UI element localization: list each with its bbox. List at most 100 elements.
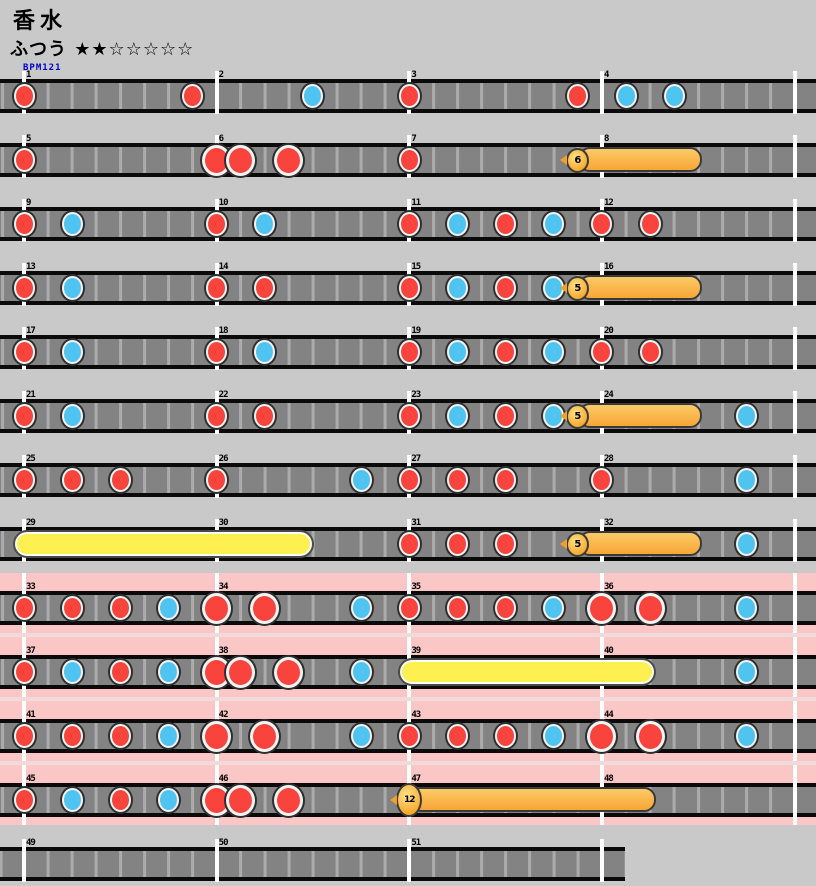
ka-note	[663, 84, 685, 108]
lane-bottom-border	[0, 877, 625, 881]
bpm-label: BPM121	[23, 63, 62, 73]
measure-number: 19	[411, 326, 421, 336]
ka-note	[446, 276, 468, 300]
measure-line	[792, 71, 797, 114]
balloon-note: 12	[390, 783, 423, 817]
measure-line	[214, 71, 219, 114]
measure-line	[792, 391, 797, 434]
big-don-note	[274, 656, 304, 688]
big-don-note	[202, 656, 232, 688]
don-note	[495, 724, 517, 748]
don-note	[639, 340, 661, 364]
don-note	[398, 340, 420, 364]
balloon-note: 5	[560, 275, 590, 301]
don-note	[398, 532, 420, 556]
measure-line	[792, 765, 797, 825]
measure-number: 22	[218, 390, 229, 400]
measure-line	[599, 839, 604, 882]
measure-number: 39	[411, 646, 421, 656]
ka-note	[735, 724, 757, 748]
measure-number: 7	[411, 134, 417, 144]
don-note	[206, 212, 228, 236]
big-don-note	[202, 592, 232, 624]
note-lane	[0, 851, 625, 877]
measure-row: 25 26 27 28	[0, 454, 816, 502]
measure-number: 37	[26, 646, 36, 656]
don-note	[206, 340, 228, 364]
measure-number: 2	[218, 70, 225, 80]
ka-note	[543, 596, 565, 620]
measure-number: 21	[26, 390, 36, 400]
ka-note	[254, 212, 276, 236]
ka-note	[302, 84, 324, 108]
measure-line	[792, 327, 797, 370]
ka-note	[543, 212, 565, 236]
measure-number: 44	[603, 710, 614, 720]
ka-note	[254, 340, 276, 364]
measure-row: 13 14 15 16 5	[0, 262, 816, 310]
measure-line	[792, 573, 797, 633]
measure-number: 20	[603, 326, 614, 336]
measure-line	[792, 135, 797, 178]
measure-line	[792, 263, 797, 306]
measure-number: 41	[26, 710, 36, 720]
measure-number: 29	[26, 518, 36, 528]
measure-line	[792, 199, 797, 242]
don-note	[13, 468, 35, 492]
difficulty-name: ふつう	[10, 39, 67, 60]
measure-row: 33 34 35 36	[0, 573, 816, 633]
measure-number: 49	[26, 838, 36, 848]
measure-number: 12	[603, 198, 614, 208]
measure-number: 1	[26, 70, 32, 80]
don-note	[495, 532, 517, 556]
measure-number: 42	[218, 710, 229, 720]
don-note	[13, 404, 35, 428]
ka-note	[446, 212, 468, 236]
don-note	[567, 84, 589, 108]
don-note	[109, 660, 131, 684]
don-note	[254, 404, 276, 428]
don-note	[495, 404, 517, 428]
don-note	[13, 212, 35, 236]
don-note	[13, 276, 35, 300]
big-don-note	[250, 592, 280, 624]
big-don-note	[587, 720, 617, 752]
measure-number: 45	[26, 774, 36, 784]
measure-number: 14	[218, 262, 229, 272]
measure-row: 1 2 3 4	[0, 70, 816, 118]
measure-number: 28	[603, 454, 614, 464]
balloon-tail	[577, 147, 703, 172]
don-note	[398, 724, 420, 748]
don-note	[13, 84, 35, 108]
measure-line	[22, 839, 26, 882]
ka-note	[735, 404, 757, 428]
measure-row: 41 42 43 44	[0, 701, 816, 761]
don-note	[398, 276, 420, 300]
ka-note	[61, 660, 83, 684]
measure-number: 30	[218, 518, 229, 528]
don-note	[446, 532, 468, 556]
ka-note	[61, 340, 83, 364]
ka-note	[735, 596, 757, 620]
don-note	[13, 148, 35, 172]
measure-number: 43	[411, 710, 421, 720]
don-note	[109, 724, 131, 748]
don-note	[495, 340, 517, 364]
don-note	[13, 724, 35, 748]
balloon-note: 5	[560, 403, 590, 429]
big-don-note	[274, 144, 304, 176]
big-don-note	[635, 592, 665, 624]
don-note	[182, 84, 204, 108]
don-note	[61, 596, 83, 620]
don-note	[206, 468, 228, 492]
measure-number: 5	[26, 134, 32, 144]
measure-line	[599, 71, 604, 114]
ka-note	[543, 724, 565, 748]
measure-number: 17	[26, 326, 36, 336]
don-note	[398, 148, 420, 172]
don-note	[61, 724, 83, 748]
measure-number: 26	[218, 454, 229, 464]
don-note	[639, 212, 661, 236]
don-note	[446, 724, 468, 748]
measure-number: 18	[218, 326, 229, 336]
